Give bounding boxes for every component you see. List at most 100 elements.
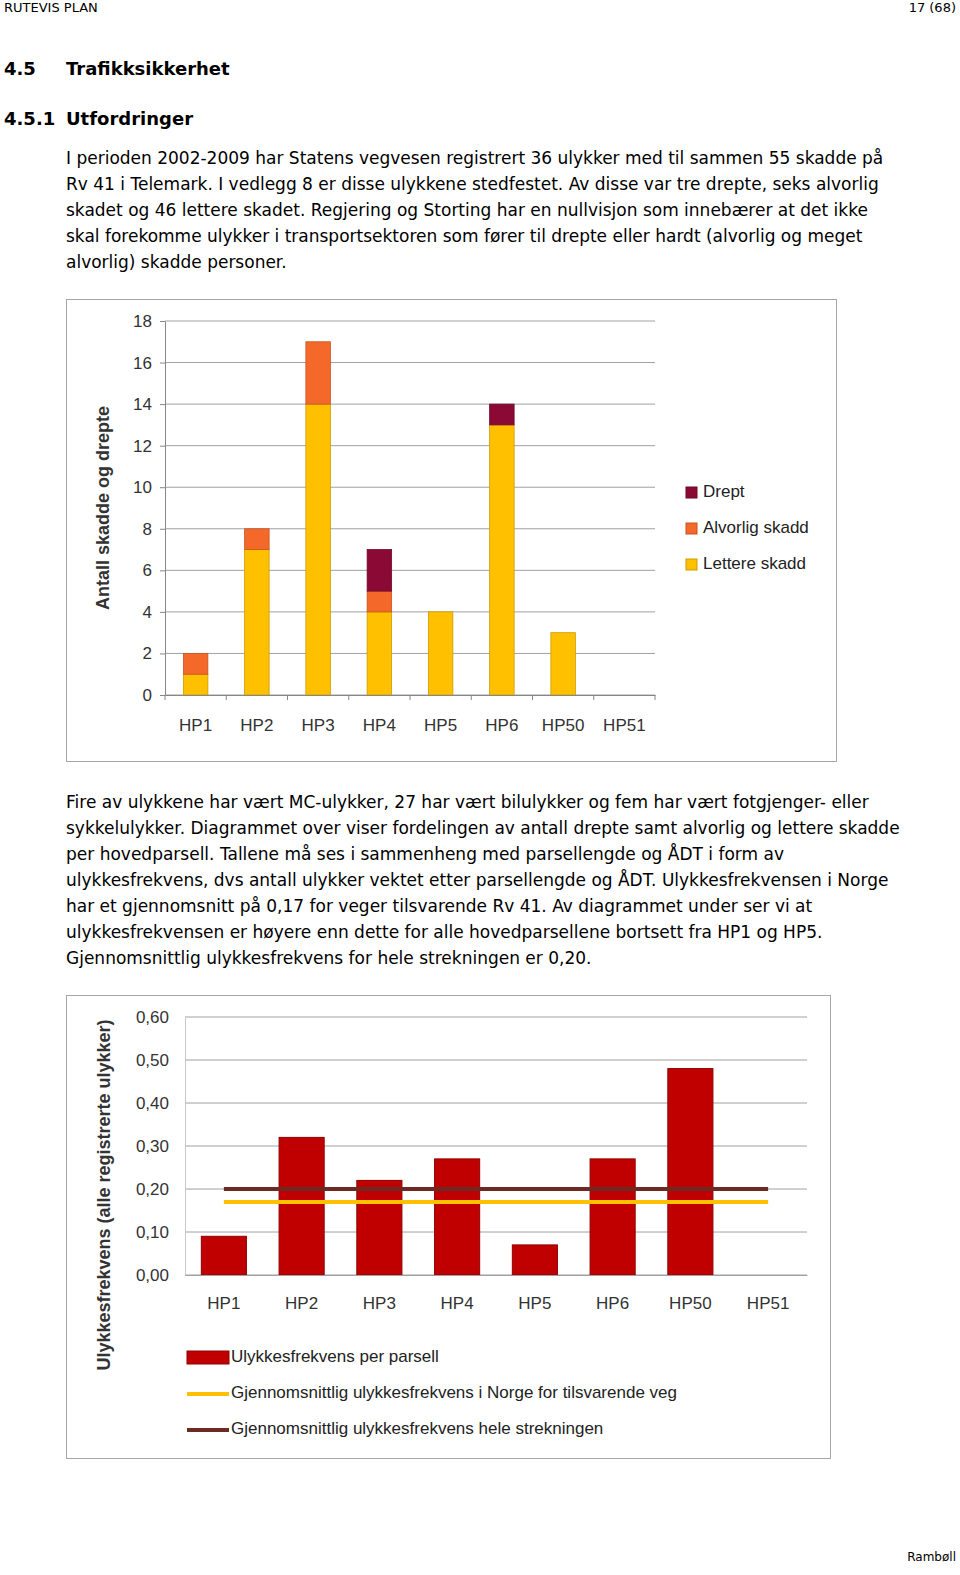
grid-line xyxy=(165,611,655,612)
legend-swatch xyxy=(187,1392,229,1396)
bar xyxy=(367,591,392,612)
grid-line xyxy=(185,1232,807,1233)
y-tick-label: 0,00 xyxy=(136,1266,169,1285)
x-separator xyxy=(348,695,349,700)
paragraph-line: har et gjennomsnitt på 0,17 for veger ti… xyxy=(66,893,900,919)
x-tick: HP1 xyxy=(207,1275,240,1313)
grid-line xyxy=(165,362,655,363)
x-tick-label: HP5 xyxy=(518,1294,551,1313)
x-tick: HP4 xyxy=(363,695,396,735)
y-tick-label: 10 xyxy=(133,478,152,497)
y-tick: 0,10 xyxy=(136,1223,185,1242)
x-tick: HP3 xyxy=(363,1275,396,1313)
bar xyxy=(428,611,453,612)
legend: DreptAlvorlig skaddLettere skadd xyxy=(686,482,809,573)
bar xyxy=(428,611,453,612)
y-tick: 12 xyxy=(133,437,165,456)
y-tick: 18 xyxy=(133,312,165,331)
legend-label: Alvorlig skadd xyxy=(703,518,809,537)
y-tick-mark xyxy=(160,695,165,696)
bar xyxy=(245,529,270,550)
legend: Ulykkesfrekvens per parsell Gjennomsnittl… xyxy=(187,1347,677,1438)
paragraph-line: Gjennomsnittlig ulykkesfrekvens for hele… xyxy=(66,945,900,971)
footer: Rambøll xyxy=(907,1550,956,1564)
bar xyxy=(306,404,331,695)
legend-swatch xyxy=(187,1351,229,1364)
bar xyxy=(590,1159,635,1275)
legend-label: Gjennomsnittlig ulykkesfrekvens i Norge … xyxy=(231,1383,677,1402)
grid-line xyxy=(185,1060,807,1061)
y-tick-label: 14 xyxy=(133,395,152,414)
y-tick-label: 6 xyxy=(143,561,152,580)
y-tick: 6 xyxy=(143,561,165,580)
x-axis: HP1HP2HP3HP4HP5HP6HP50HP51 xyxy=(166,695,656,735)
y-tick: 2 xyxy=(143,644,165,663)
bar xyxy=(512,1245,557,1275)
y-tick: 14 xyxy=(133,395,165,414)
y-axis-title: Ulykkesfrekvens (alle registrerte ulykke… xyxy=(94,1019,114,1370)
x-tick: HP50 xyxy=(542,695,585,735)
bar xyxy=(245,550,270,695)
y-axis: 0 2 4 6 8 10 12 14 16 18 xyxy=(133,312,165,705)
y-tick-label: 0,60 xyxy=(136,1008,169,1027)
x-tick: HP3 xyxy=(302,695,335,735)
x-tick-label: HP1 xyxy=(179,716,212,735)
grid-line xyxy=(185,1275,807,1276)
x-separator xyxy=(287,695,288,700)
y-tick: 0,60 xyxy=(136,1008,185,1027)
y-axis: 0,000,100,200,300,400,500,60 xyxy=(136,1008,186,1285)
paragraph-line: Fire av ulykkene har vært MC-ulykker, 27… xyxy=(66,789,900,815)
bar xyxy=(306,342,331,404)
x-tick-label: HP2 xyxy=(285,1294,318,1313)
grid xyxy=(165,321,655,695)
paragraph-line: skal forekomme ulykker i transportsektor… xyxy=(66,223,883,249)
x-tick: HP2 xyxy=(240,695,273,735)
y-tick-mark xyxy=(160,446,165,447)
bar xyxy=(668,1069,713,1275)
bar xyxy=(357,1180,402,1275)
x-tick: HP51 xyxy=(747,1275,790,1313)
page: RUTEVIS PLAN17 (68)4.5Trafikksikkerhet4.… xyxy=(0,0,960,1575)
paragraph-line: alvorlig) skadde personer. xyxy=(66,249,883,275)
y-tick: 0,30 xyxy=(136,1137,185,1156)
y-tick-label: 16 xyxy=(133,353,152,372)
y-tick: 4 xyxy=(143,603,165,622)
bar xyxy=(306,341,331,342)
grid-line xyxy=(165,445,655,446)
x-tick: HP50 xyxy=(669,1275,712,1313)
x-axis-line xyxy=(186,1275,808,1276)
x-tick-label: HP51 xyxy=(603,716,646,735)
bar xyxy=(245,528,270,529)
y-tick: 0,00 xyxy=(136,1266,185,1285)
x-tick: HP51 xyxy=(603,695,646,735)
bar xyxy=(183,653,208,654)
paragraph-line: skadet og 46 lettere skadet. Regjering o… xyxy=(66,197,883,223)
paragraph-line: per hovedparsell. Tallene må ses i samme… xyxy=(66,841,900,867)
y-tick-label: 8 xyxy=(143,520,152,539)
y-tick-label: 0,40 xyxy=(136,1094,169,1113)
x-tick-label: HP1 xyxy=(207,1294,240,1313)
y-tick-mark xyxy=(160,529,165,530)
paragraph-line: ulykkesfrekvensen er høyere enn dette fo… xyxy=(66,919,900,945)
bar xyxy=(612,695,637,696)
bar xyxy=(551,632,576,633)
bar xyxy=(612,695,637,696)
y-tick-label: 18 xyxy=(133,312,152,331)
y-axis-line xyxy=(185,1018,186,1276)
grid-line xyxy=(165,653,655,654)
x-tick-label: HP51 xyxy=(747,1294,790,1313)
bar xyxy=(367,550,392,592)
y-tick-label: 0,20 xyxy=(136,1180,169,1199)
line xyxy=(224,1200,768,1204)
chart-injuries: 024681012141618HP1HP2HP3HP4HP5HP6HP50HP5… xyxy=(66,299,837,762)
bars xyxy=(183,342,575,695)
legend-label: Ulykkesfrekvens per parsell xyxy=(231,1347,439,1366)
y-tick: 8 xyxy=(143,520,165,539)
x-tick-label: HP6 xyxy=(596,1294,629,1313)
chart-frame xyxy=(67,300,837,762)
y-tick-mark xyxy=(160,612,165,613)
grid-line xyxy=(185,1103,807,1104)
x-tick: HP6 xyxy=(596,1275,629,1313)
x-separator xyxy=(165,695,166,700)
y-tick-label: 0 xyxy=(143,686,152,705)
